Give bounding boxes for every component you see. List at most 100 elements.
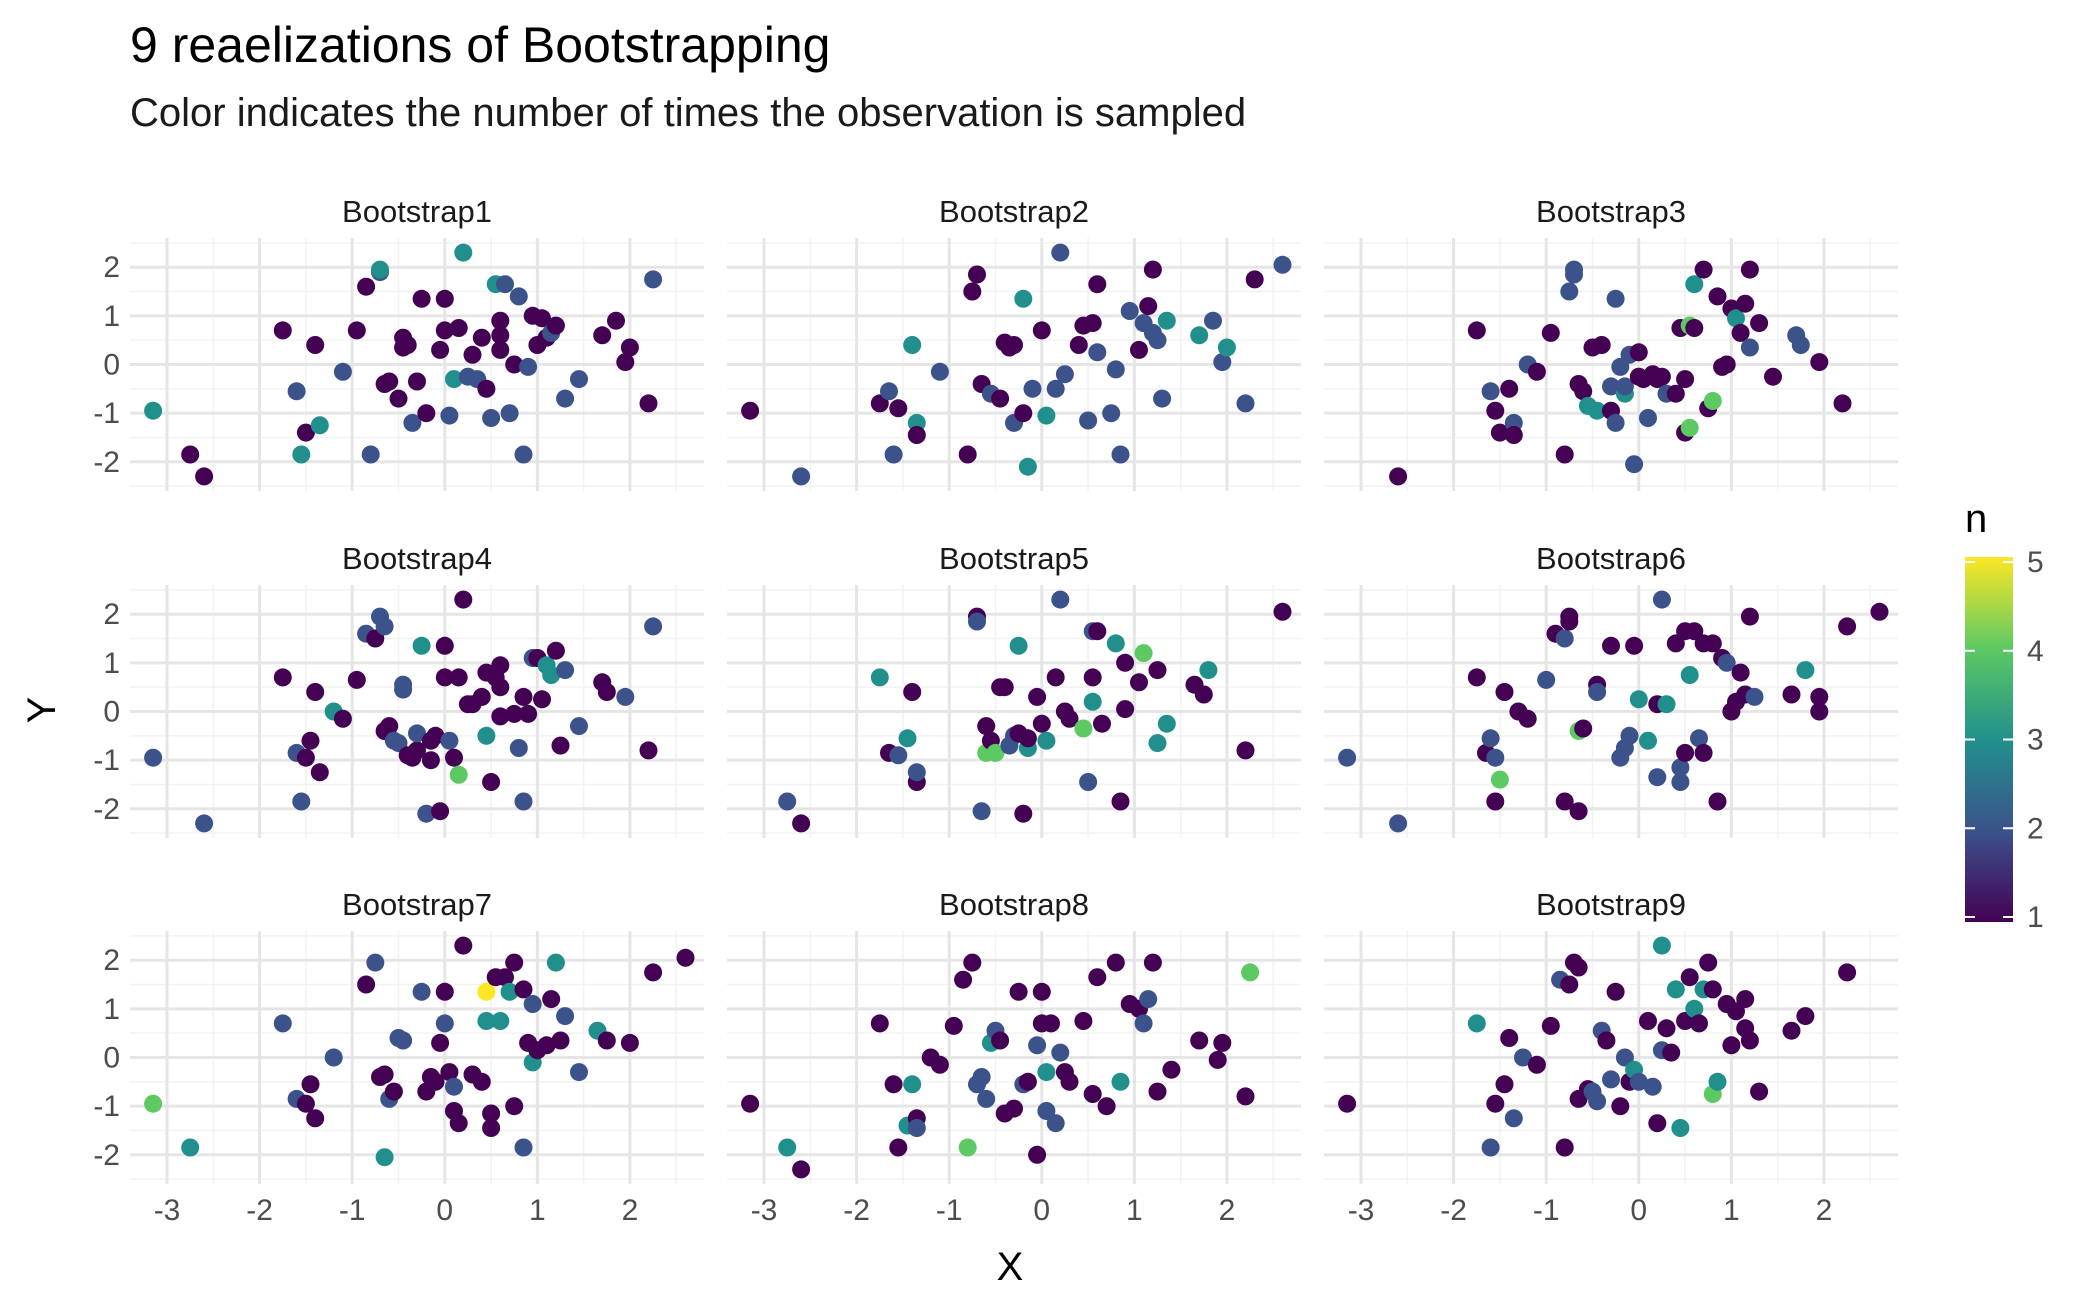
x-tick-label: 0 bbox=[436, 1194, 453, 1227]
data-point bbox=[1717, 653, 1736, 672]
legend-tick-label: 2 bbox=[2027, 812, 2044, 845]
data-point bbox=[408, 741, 426, 760]
data-point bbox=[306, 683, 325, 701]
data-point bbox=[1139, 297, 1158, 316]
data-point bbox=[500, 982, 519, 1001]
data-point bbox=[1750, 314, 1769, 333]
data-point bbox=[556, 661, 575, 680]
data-point bbox=[1009, 982, 1028, 1001]
x-tick-label: 1 bbox=[529, 1194, 546, 1227]
data-point bbox=[144, 401, 163, 420]
data-point bbox=[1130, 340, 1148, 359]
data-point bbox=[930, 1055, 949, 1074]
data-point bbox=[519, 357, 538, 376]
data-point bbox=[505, 704, 524, 723]
x-tick-label: 2 bbox=[622, 1194, 639, 1227]
data-point bbox=[1486, 1094, 1505, 1113]
data-point bbox=[1592, 336, 1611, 354]
x-tick-label: -2 bbox=[843, 1194, 870, 1227]
data-point bbox=[347, 670, 366, 689]
data-point bbox=[1680, 418, 1699, 437]
data-point bbox=[968, 612, 986, 631]
data-point bbox=[1690, 729, 1708, 748]
data-point bbox=[273, 321, 292, 340]
data-point bbox=[884, 1075, 903, 1094]
data-point bbox=[1032, 982, 1051, 1001]
data-point bbox=[1555, 445, 1574, 464]
data-point bbox=[1676, 370, 1695, 389]
data-point bbox=[1731, 663, 1750, 682]
data-point bbox=[741, 1094, 760, 1113]
data-point bbox=[491, 707, 510, 726]
data-point bbox=[384, 1082, 403, 1101]
data-point bbox=[1486, 792, 1505, 811]
data-point bbox=[1527, 1055, 1546, 1074]
x-tick-label: -3 bbox=[1348, 1194, 1375, 1227]
data-point bbox=[1810, 702, 1829, 721]
data-point bbox=[1046, 379, 1065, 398]
data-point bbox=[1148, 331, 1167, 350]
data-point bbox=[1606, 982, 1625, 1001]
data-point bbox=[1093, 714, 1111, 733]
data-point bbox=[449, 765, 468, 784]
y-tick-label: 0 bbox=[103, 1042, 120, 1075]
data-point bbox=[514, 792, 533, 811]
data-point bbox=[1740, 1031, 1759, 1050]
data-point bbox=[593, 326, 612, 345]
y-tick-label: -2 bbox=[93, 1139, 120, 1172]
data-point bbox=[1555, 792, 1574, 811]
data-point bbox=[1555, 629, 1574, 648]
data-point bbox=[1486, 401, 1505, 420]
data-point bbox=[477, 982, 496, 1001]
data-point bbox=[533, 309, 551, 328]
data-point bbox=[394, 675, 413, 694]
x-tick-label: 0 bbox=[1033, 1194, 1050, 1227]
data-point bbox=[1643, 1077, 1662, 1096]
facet-label: Bootstrap5 bbox=[939, 541, 1089, 576]
data-point bbox=[1148, 734, 1167, 753]
y-tick-label: 2 bbox=[103, 251, 120, 284]
color-legend: n 1 2 3 4 5 bbox=[1965, 497, 2044, 934]
data-point bbox=[870, 1014, 889, 1033]
data-point bbox=[1615, 377, 1634, 396]
data-point bbox=[1717, 355, 1736, 374]
data-point bbox=[1190, 1031, 1209, 1050]
data-point bbox=[523, 995, 542, 1013]
data-point bbox=[440, 406, 459, 425]
data-point bbox=[1037, 406, 1056, 425]
data-point bbox=[1629, 690, 1648, 709]
data-point bbox=[1731, 323, 1750, 342]
data-point bbox=[880, 382, 898, 401]
data-point bbox=[1870, 602, 1889, 621]
data-point bbox=[1666, 384, 1685, 403]
data-point bbox=[306, 336, 325, 354]
data-point bbox=[144, 748, 163, 767]
data-point bbox=[482, 773, 501, 791]
data-point bbox=[1514, 1048, 1532, 1067]
data-point bbox=[1615, 1048, 1634, 1067]
data-point bbox=[1676, 1012, 1695, 1030]
data-point bbox=[958, 445, 977, 464]
data-point bbox=[1694, 260, 1713, 279]
data-point bbox=[1116, 700, 1135, 719]
data-point bbox=[1565, 265, 1583, 284]
data-point bbox=[426, 1072, 445, 1091]
data-point bbox=[1217, 338, 1236, 357]
data-point bbox=[1389, 467, 1408, 486]
data-point bbox=[1703, 634, 1722, 653]
data-point bbox=[1338, 1094, 1357, 1113]
data-point bbox=[1088, 968, 1107, 987]
data-point bbox=[412, 982, 431, 1001]
data-point bbox=[1074, 719, 1093, 738]
data-point bbox=[898, 729, 917, 748]
data-point bbox=[676, 948, 695, 967]
data-point bbox=[1143, 260, 1162, 279]
data-point bbox=[1504, 426, 1523, 444]
data-point bbox=[1060, 709, 1079, 728]
data-point bbox=[491, 311, 510, 330]
data-point bbox=[445, 1077, 463, 1096]
data-point bbox=[144, 1094, 163, 1113]
data-point bbox=[491, 678, 510, 697]
y-tick-label: -2 bbox=[93, 446, 120, 479]
data-point bbox=[324, 1048, 343, 1067]
